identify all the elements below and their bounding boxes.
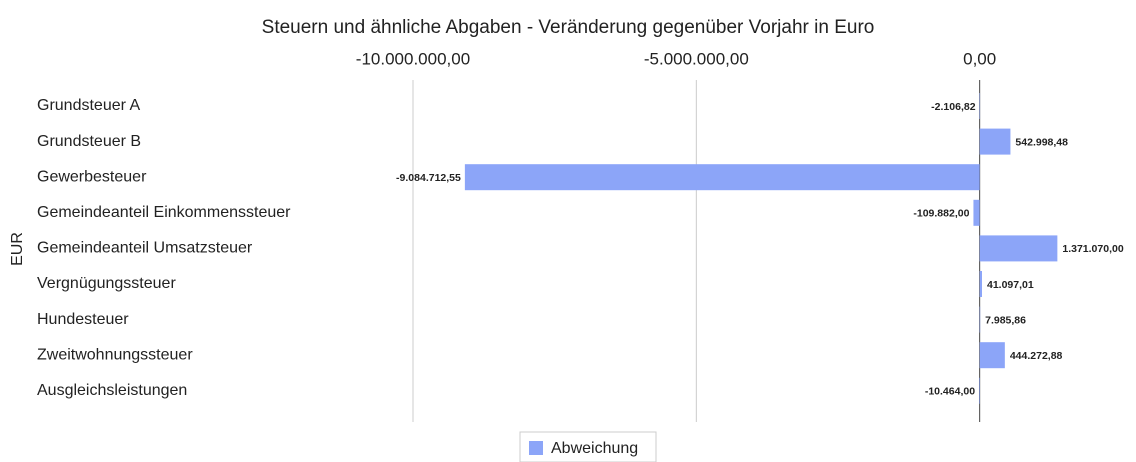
bar: [979, 235, 1058, 262]
y-tick-label: Zweitwohnungssteuer: [37, 346, 193, 363]
y-tick-label: Vergnügungssteuer: [37, 275, 176, 292]
y-tick-label: Gewerbesteuer: [37, 168, 147, 185]
x-tick-label: -5.000.000,00: [644, 49, 749, 68]
bar: [464, 164, 980, 191]
bar: [979, 306, 981, 333]
bar: [979, 271, 982, 297]
y-tick-label: Grundsteuer A: [37, 97, 141, 114]
data-label: -109.882,00: [913, 208, 969, 220]
y-tick-label: Gemeindeanteil Umsatzsteuer: [37, 240, 253, 257]
data-label: 41.097,01: [987, 279, 1034, 291]
data-label: 444.272,88: [1010, 350, 1063, 362]
data-label: -2.106,82: [931, 101, 976, 113]
legend-label: Abweichung: [551, 440, 638, 457]
bar: [973, 199, 980, 226]
bar: [979, 342, 1005, 369]
data-label: -9.084.712,55: [396, 172, 461, 184]
y-tick-label: Hundesteuer: [37, 311, 129, 328]
data-label: -10.464,00: [925, 386, 975, 398]
data-label: 7.985,86: [985, 314, 1026, 326]
chart-title: Steuern und ähnliche Abgaben - Veränderu…: [262, 17, 875, 38]
y-axis-label: EUR: [9, 232, 26, 266]
x-tick-label: 0,00: [963, 49, 996, 68]
y-tick-label: Grundsteuer B: [37, 133, 141, 150]
x-tick-label: -10.000.000,00: [356, 49, 470, 68]
y-tick-label: Ausgleichsleistungen: [37, 382, 187, 399]
y-tick-label: Gemeindeanteil Einkommenssteuer: [37, 204, 291, 221]
bar: [979, 93, 981, 119]
data-label: 1.371.070,00: [1062, 243, 1123, 255]
bar: [979, 377, 980, 404]
bar: [979, 128, 1011, 155]
data-label: 542.998,48: [1015, 136, 1068, 148]
legend-swatch: [529, 441, 543, 455]
